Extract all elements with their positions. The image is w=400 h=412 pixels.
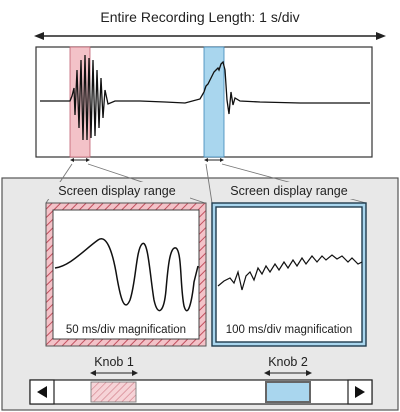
- knob-2-thumb[interactable]: [265, 381, 311, 403]
- scroll-left-button[interactable]: [29, 379, 55, 405]
- magnified-waveform-100ms: [217, 254, 363, 291]
- scroll-right-button[interactable]: [347, 379, 373, 405]
- right-screen-range-label: Screen display range: [230, 184, 347, 198]
- knob-2-arrow: [264, 370, 312, 376]
- recording-length-title: Entire Recording Length: 1 s/div: [100, 9, 299, 25]
- knob-1-arrow: [90, 370, 138, 376]
- knob-2-label: Knob 2: [268, 355, 308, 369]
- overview-waveform: [40, 54, 370, 141]
- pink-range-marker: [70, 158, 90, 162]
- left-screen-range-label: Screen display range: [58, 184, 175, 198]
- knob-1-label: Knob 1: [94, 355, 134, 369]
- blue-highlight-region: [203, 46, 225, 158]
- magnified-waveform-50ms: [54, 238, 199, 312]
- magnification-label-50ms: 50 ms/div magnification: [66, 324, 186, 336]
- right-range-label-bg: [214, 182, 364, 199]
- right-arrow-icon: [355, 386, 365, 398]
- scrollbar-track[interactable]: [29, 379, 373, 405]
- magnified-view-100ms: 100 ms/div magnification: [211, 202, 367, 347]
- blue-range-marker: [204, 158, 224, 162]
- left-arrow-icon: [37, 386, 47, 398]
- full-length-arrow: [34, 32, 386, 40]
- magnified-view-50ms: 50 ms/div magnification: [45, 202, 207, 347]
- magnification-label-100ms: 100 ms/div magnification: [226, 324, 353, 336]
- knob-1-thumb[interactable]: [90, 381, 137, 403]
- left-range-label-bg: [44, 182, 190, 199]
- overview-waveform-box: [35, 46, 373, 158]
